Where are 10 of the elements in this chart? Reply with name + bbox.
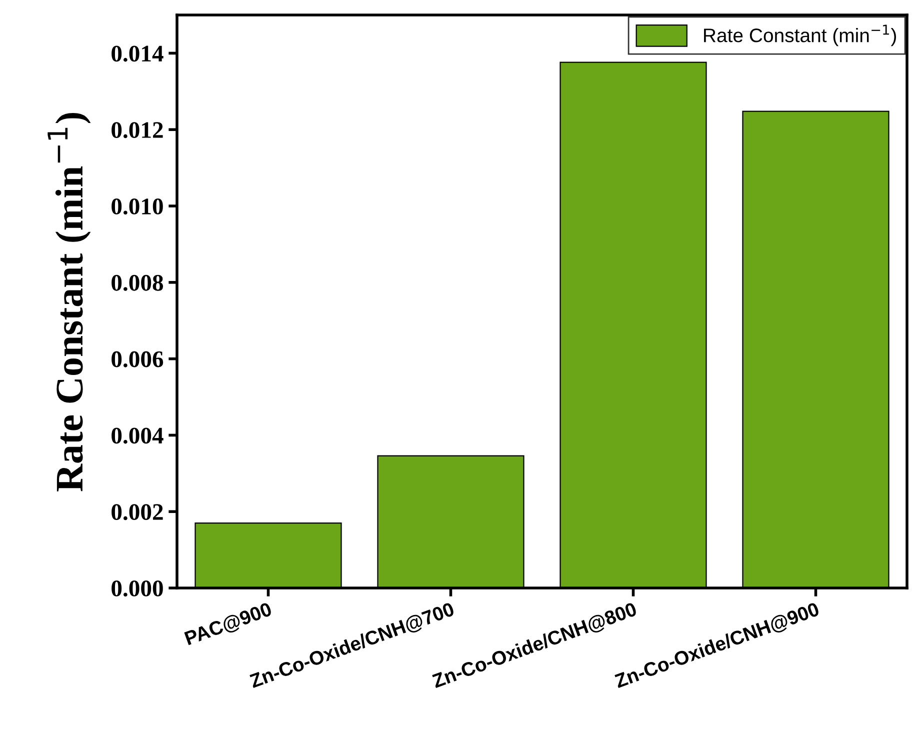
y-tick-label: 0.014: [112, 46, 164, 62]
y-tick-label: 0.012: [112, 122, 163, 138]
y-tick-label: 0.008: [112, 274, 164, 291]
y-axis-title: Rate Constant (min$^{−1}$): [48, 113, 91, 492]
y-tick-label: 0.004: [112, 428, 164, 444]
y-tick-label: 0.002: [112, 504, 163, 520]
y-tick-label: 0.010: [112, 198, 163, 215]
y-tick-label: 0.006: [112, 351, 164, 368]
legend-label: Rate Constant (min$^{−1}$): [704, 24, 896, 46]
y-tick-label: 0.000: [112, 580, 163, 597]
